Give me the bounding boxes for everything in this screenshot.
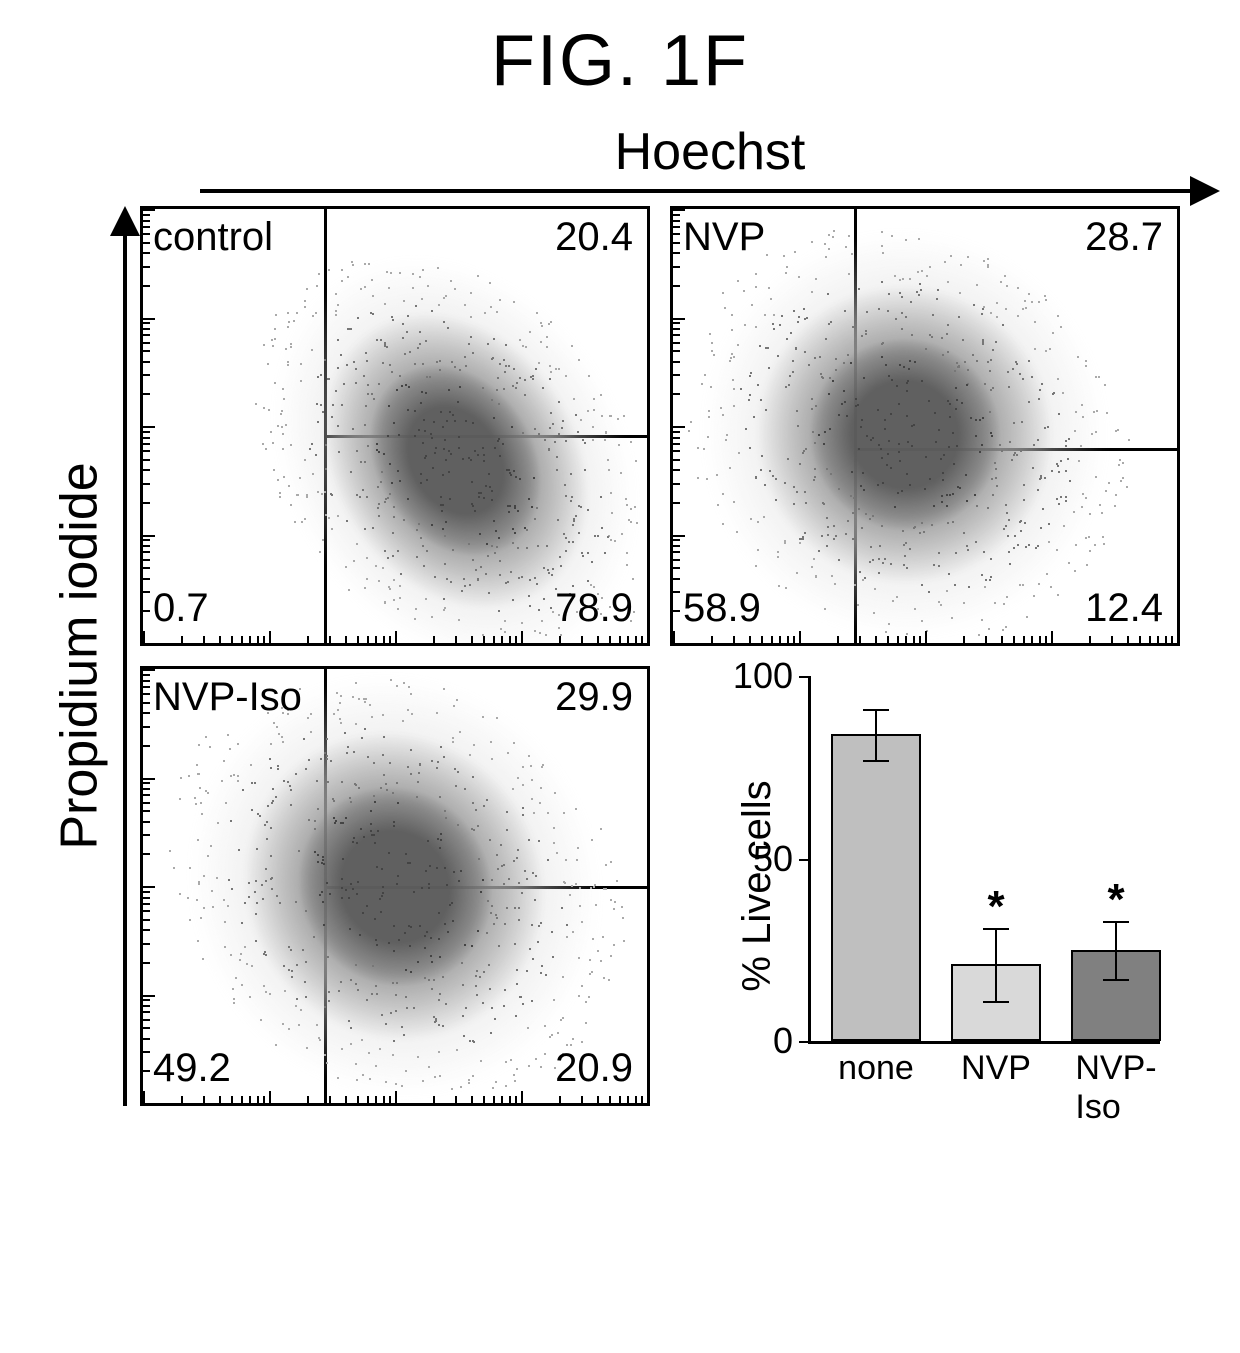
figure-1f: FIG. 1F Hoechst Propidium iodide control… bbox=[20, 20, 1220, 1106]
y-axis-block: Propidium iodide bbox=[20, 206, 140, 1106]
barchart-ytick-label: 0 bbox=[773, 1020, 793, 1062]
scatter-condition-label: NVP bbox=[683, 215, 765, 260]
figure-title: FIG. 1F bbox=[20, 20, 1220, 102]
x-axis-label: Hoechst bbox=[200, 122, 1220, 182]
bar-none bbox=[831, 734, 921, 1041]
scatter-condition-label: control bbox=[153, 215, 273, 260]
significance-marker: * bbox=[1107, 875, 1124, 925]
quadrant-ur-value: 28.7 bbox=[1085, 215, 1163, 260]
quadrant-ur-value: 20.4 bbox=[555, 215, 633, 260]
quadrant-lr-value: 12.4 bbox=[1085, 586, 1163, 631]
barchart-xlabel: none bbox=[838, 1049, 914, 1088]
barchart-xlabel: NVP-Iso bbox=[1075, 1049, 1156, 1127]
barchart-ylabel: % Live cells bbox=[735, 780, 780, 991]
x-axis-arrow bbox=[200, 186, 1220, 196]
significance-marker: * bbox=[987, 882, 1004, 932]
quadrant-ur-value: 29.9 bbox=[555, 675, 633, 720]
barchart-ytick-label: 50 bbox=[753, 838, 793, 880]
plots-grid: control 20.4 0.7 78.9 NVP 28.7 58.9 12.4 NVP-I… bbox=[140, 206, 1180, 1106]
y-axis-label: Propidium iodide bbox=[50, 462, 110, 849]
scatter-panel-nvp: NVP 28.7 58.9 12.4 bbox=[670, 206, 1180, 646]
quadrant-ll-value: 49.2 bbox=[153, 1046, 231, 1091]
quadrant-ll-value: 0.7 bbox=[153, 586, 209, 631]
scatter-panel-nvp-iso: NVP-Iso 29.9 49.2 20.9 bbox=[140, 666, 650, 1106]
y-axis-arrow bbox=[120, 206, 130, 1106]
barchart-live-cells: % Live cells 050100noneNVP*NVP-Iso* bbox=[670, 666, 1180, 1106]
scatter-condition-label: NVP-Iso bbox=[153, 675, 302, 720]
quadrant-lr-value: 20.9 bbox=[555, 1046, 633, 1091]
barchart-xlabel: NVP bbox=[961, 1049, 1031, 1088]
barchart-ytick-label: 100 bbox=[733, 655, 793, 697]
quadrant-ll-value: 58.9 bbox=[683, 586, 761, 631]
quadrant-lr-value: 78.9 bbox=[555, 586, 633, 631]
scatter-panel-control: control 20.4 0.7 78.9 bbox=[140, 206, 650, 646]
barchart-plot-area: 050100noneNVP*NVP-Iso* bbox=[808, 676, 1160, 1044]
